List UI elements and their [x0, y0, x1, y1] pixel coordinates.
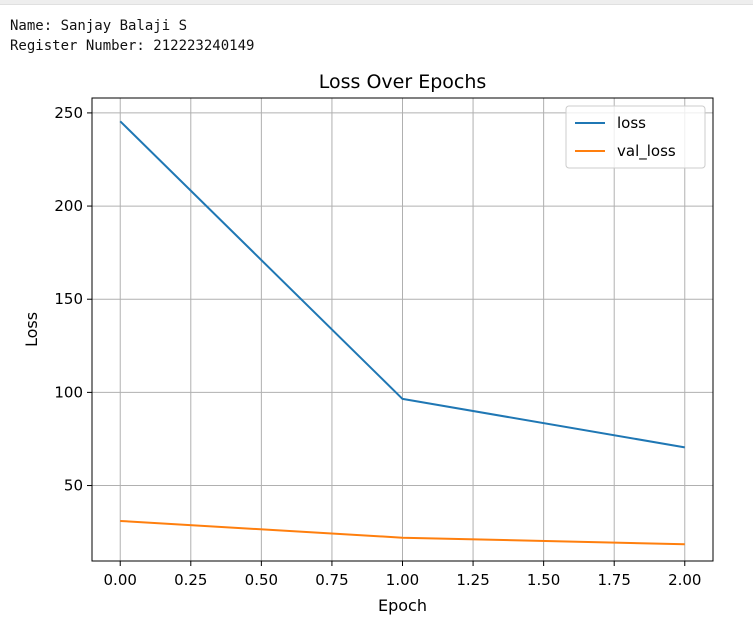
- grid-layer: [92, 98, 713, 561]
- cell-top-border: [0, 0, 753, 5]
- x-tick-label: 0.75: [315, 571, 348, 589]
- series-line-val-loss: [120, 519, 685, 546]
- series-line-loss: [119, 120, 685, 449]
- legend: loss val_loss: [565, 105, 706, 169]
- y-tick-label: 100: [54, 383, 83, 401]
- y-axis-label: Loss: [22, 312, 41, 347]
- chart-title: Loss Over Epochs: [319, 71, 487, 93]
- register-number-line: Register Number: 212223240149: [10, 38, 255, 54]
- x-tick-label: 0.00: [104, 571, 137, 589]
- x-tick-label: 0.50: [245, 571, 278, 589]
- x-tick-label: 1.75: [598, 571, 631, 589]
- x-tick-label: 1.00: [386, 571, 419, 589]
- legend-label-loss: loss: [617, 114, 646, 132]
- legend-box: [565, 105, 706, 169]
- y-tick-label: 200: [54, 197, 83, 215]
- y-tick-label: 50: [64, 477, 83, 495]
- y-tick-label: 150: [54, 290, 83, 308]
- series-layer: [119, 120, 685, 546]
- name-line: Name: Sanjay Balaji S: [10, 18, 188, 34]
- x-axis-label: Epoch: [378, 596, 427, 615]
- cell-output-text: Name: Sanjay Balaji S Register Number: 21…: [10, 16, 254, 56]
- x-tick-label: 1.50: [527, 571, 560, 589]
- x-tick-label: 0.25: [174, 571, 207, 589]
- y-tick-label: 250: [54, 104, 83, 122]
- legend-label-val-loss: val_loss: [617, 142, 676, 161]
- x-tick-label: 1.25: [456, 571, 489, 589]
- y-ticks: 50 100 150 200 250: [54, 104, 92, 495]
- x-tick-label: 2.00: [668, 571, 701, 589]
- x-ticks: 0.00 0.25 0.50 0.75 1.00 1.25 1.50 1.75 2.00: [104, 561, 701, 589]
